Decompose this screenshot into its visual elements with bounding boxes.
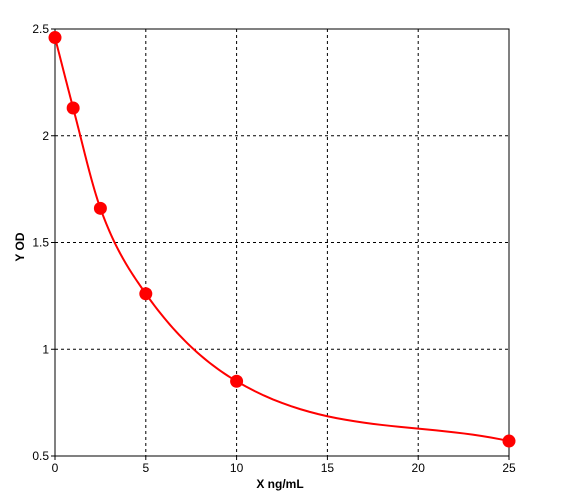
data-point — [139, 287, 153, 301]
y-axis-ticks: 0.5 1 1.5 2 2.5 — [32, 22, 55, 463]
data-point — [93, 201, 107, 215]
x-tick-label: 15 — [321, 461, 335, 475]
fit-curve-line — [54, 37, 510, 443]
data-point — [48, 31, 62, 45]
x-tick-label: 20 — [412, 461, 426, 475]
y-tick-label: 1.5 — [32, 236, 49, 250]
x-axis-ticks: 0 5 10 15 20 25 — [52, 456, 516, 475]
x-tick-label: 0 — [52, 461, 59, 475]
data-point — [66, 101, 80, 115]
x-tick-label: 10 — [230, 461, 244, 475]
x-axis-label: X ng/mL — [256, 477, 303, 491]
data-points — [48, 31, 516, 448]
y-tick-label: 2 — [42, 129, 49, 143]
y-tick-label: 0.5 — [32, 449, 49, 463]
data-point — [230, 374, 244, 388]
y-tick-label: 2.5 — [32, 22, 49, 36]
y-axis-label: Y OD — [13, 232, 27, 261]
y-tick-label: 1 — [42, 342, 49, 356]
x-tick-label: 5 — [142, 461, 149, 475]
data-point — [502, 434, 516, 448]
x-tick-label: 25 — [502, 461, 516, 475]
grid-lines — [55, 29, 509, 456]
